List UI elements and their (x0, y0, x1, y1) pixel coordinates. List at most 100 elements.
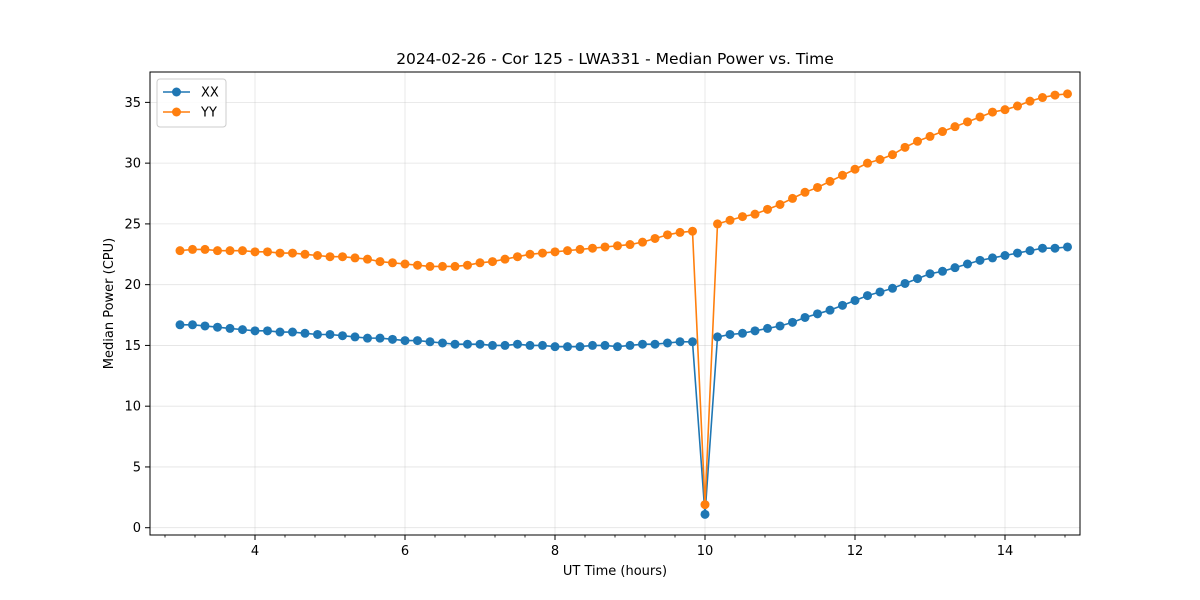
data-point-xx (425, 337, 435, 347)
data-point-yy (438, 261, 447, 271)
data-point-yy (513, 252, 522, 262)
axes: 4 6 8 10 12 14 0 5 10 15 20 25 30 35 (124, 96, 1066, 559)
data-point-xx (200, 321, 210, 331)
data-point-xx (775, 321, 785, 331)
data-point-yy (700, 500, 710, 510)
grid (150, 72, 1080, 535)
data-point-xx (300, 328, 310, 338)
y-tick-label: 5 (133, 460, 141, 475)
x-axis-label: UT Time (hours) (563, 564, 667, 579)
data-point-yy (1050, 90, 1060, 100)
data-point-xx (888, 283, 897, 293)
series-line-yy (179, 93, 1068, 506)
plot-frame (149, 71, 1081, 536)
data-point-xx (912, 274, 922, 284)
data-point-xx (588, 340, 597, 350)
data-point-xx (825, 305, 835, 315)
data-point-yy (312, 250, 322, 260)
y-tick-label: 30 (124, 157, 141, 172)
data-point-yy (713, 219, 723, 229)
data-point-yy (788, 193, 798, 203)
data-point-yy (550, 247, 560, 257)
data-point-yy (413, 260, 423, 270)
data-point-yy (762, 204, 772, 214)
data-point-xx (400, 336, 410, 346)
data-point-xx (625, 340, 635, 350)
data-point-xx (762, 323, 772, 333)
data-point-xx (312, 329, 322, 339)
legend: XX YY (156, 78, 227, 128)
data-point-yy (338, 252, 348, 262)
data-point-yy (1000, 105, 1010, 115)
data-point-xx (375, 333, 385, 343)
data-point-xx (537, 340, 547, 350)
data-point-xx (475, 339, 485, 349)
data-point-xx (387, 334, 397, 344)
y-tick-label: 25 (124, 217, 141, 232)
data-point-yy (1062, 89, 1072, 99)
data-point-xx (1062, 242, 1072, 252)
data-point-yy (213, 246, 222, 256)
data-point-yy (400, 259, 410, 269)
data-point-xx (188, 320, 198, 330)
data-point-xx (363, 333, 372, 343)
series-yy (175, 89, 1072, 510)
data-point-yy (813, 182, 822, 192)
data-point-xx (575, 342, 585, 352)
data-point-xx (687, 337, 697, 347)
data-point-xx (612, 342, 622, 352)
data-point-xx (1025, 246, 1035, 256)
data-point-xx (500, 340, 510, 350)
legend-label-xx: XX (201, 86, 219, 101)
data-point-yy (488, 257, 498, 267)
data-point-yy (300, 249, 310, 259)
data-point-xx (250, 326, 260, 336)
data-point-xx (1013, 248, 1023, 258)
data-point-xx (1000, 250, 1010, 260)
data-point-yy (912, 136, 922, 146)
data-point-yy (800, 187, 810, 197)
data-point-xx (338, 331, 348, 341)
y-tick-label: 10 (124, 400, 141, 415)
data-point-yy (225, 246, 235, 256)
data-point-yy (987, 107, 997, 117)
data-point-xx (975, 255, 985, 265)
data-point-yy (563, 246, 573, 256)
series-line-xx (180, 246, 1068, 516)
data-point-yy (925, 131, 935, 141)
data-point-xx (663, 338, 672, 348)
data-point-yy (425, 261, 435, 271)
data-point-yy (363, 254, 372, 264)
data-point-yy (875, 154, 885, 164)
data-point-xx (837, 300, 847, 310)
data-point-yy (350, 253, 360, 263)
data-point-xx (1050, 243, 1060, 253)
data-point-xx (175, 320, 185, 330)
data-point-yy (188, 244, 198, 254)
data-point-yy (837, 170, 847, 180)
data-point-yy (500, 254, 510, 264)
data-point-yy (537, 248, 547, 258)
y-tick-label: 20 (124, 278, 141, 293)
data-point-xx (800, 312, 810, 322)
data-point-yy (475, 258, 485, 268)
chart-title: 2024-02-26 - Cor 125 - LWA331 - Median P… (396, 50, 834, 68)
data-point-yy (888, 150, 897, 160)
data-point-yy (825, 176, 835, 186)
data-point-xx (987, 253, 997, 263)
data-point-xx (938, 266, 948, 276)
data-point-yy (1013, 101, 1023, 111)
legend-label-yy: YY (200, 106, 217, 121)
data-point-yy (375, 257, 385, 267)
data-point-yy (687, 226, 697, 236)
data-point-xx (813, 309, 822, 319)
data-point-yy (387, 258, 397, 268)
data-point-xx (900, 278, 910, 288)
data-point-yy (738, 212, 747, 222)
data-point-xx (438, 338, 447, 348)
x-tick-label: 12 (847, 544, 864, 559)
data-point-yy (638, 237, 648, 247)
data-point-xx (925, 269, 935, 279)
